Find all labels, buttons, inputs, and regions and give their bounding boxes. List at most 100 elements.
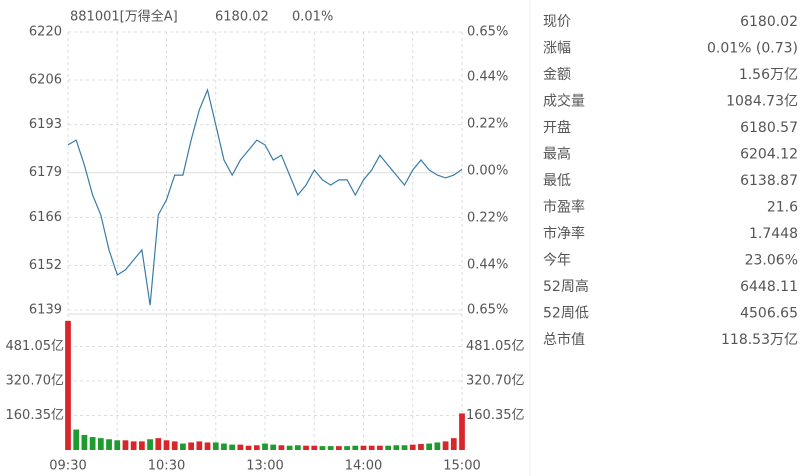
quote-value: 23.06%: [745, 253, 798, 269]
volume-bar: [434, 442, 441, 450]
volume-bar: [294, 445, 301, 450]
volume-bar: [311, 445, 318, 450]
quote-value: 1.7448: [749, 226, 798, 242]
volume-bar: [73, 429, 80, 450]
volume-bar: [81, 434, 88, 450]
volume-bar: [114, 440, 121, 450]
quote-label: 52周低: [543, 306, 589, 322]
volume-bar: [418, 443, 424, 450]
volume-bar: [163, 440, 170, 450]
quote-label: 最低: [543, 173, 571, 189]
volume-bar: [327, 446, 334, 450]
quote-label: 市盈率: [543, 199, 585, 216]
y2-tick-label: 481.05亿: [466, 339, 525, 354]
quote-label: 今年: [543, 253, 571, 269]
y-tick-label: 6193: [29, 117, 62, 132]
quote-label: 金额: [543, 67, 571, 83]
quote-value: 21.6: [767, 200, 798, 216]
volume-bar: [97, 438, 104, 450]
quote-value: 4506.65: [740, 306, 798, 322]
quote-value: 1.56万亿: [739, 67, 798, 83]
header-name: 881001[万得全A]: [70, 9, 178, 25]
quote-value: 118.53万亿: [721, 332, 798, 348]
y-tick-label: 6139: [29, 303, 62, 318]
volume-bar: [229, 444, 236, 450]
y2-tick-label: 320.70亿: [466, 373, 525, 388]
y2-tick-label: 0.44%: [467, 69, 508, 84]
volume-bar: [188, 442, 194, 450]
volume-bar: [106, 439, 112, 450]
volume-bar: [155, 438, 162, 450]
quote-label: 最高: [543, 146, 571, 163]
y-tick-label: 6179: [29, 165, 62, 180]
quote-value: 6448.11: [740, 279, 798, 295]
volume-bar: [221, 443, 227, 450]
quote-label: 现价: [543, 14, 571, 30]
header-price: 6180.02: [215, 10, 269, 25]
quote-value: 6180.02: [740, 14, 798, 30]
volume-bar: [122, 440, 129, 450]
y-tick-label: 160.35亿: [6, 408, 65, 423]
volume-bar: [65, 320, 71, 450]
volume-bar: [237, 444, 244, 450]
volume-bar: [450, 438, 457, 450]
volume-bar: [130, 441, 137, 450]
volume-bar: [147, 439, 153, 450]
quote-label: 52周高: [543, 278, 589, 295]
volume-bar: [253, 445, 260, 450]
y-tick-label: 6220: [29, 25, 62, 40]
quote-label: 开盘: [543, 119, 571, 136]
volume-bar: [409, 444, 416, 450]
header-change: 0.01%: [292, 10, 333, 25]
y2-tick-label: 160.35亿: [466, 408, 525, 423]
y-tick-label: 481.05亿: [6, 339, 65, 354]
quote-value: 6138.87: [740, 173, 798, 189]
quote-value: 6180.57: [740, 120, 798, 136]
y-tick-label: 6206: [29, 73, 62, 88]
quote-value: 1084.73亿: [726, 94, 798, 110]
y-tick-label: 6152: [29, 258, 62, 273]
volume-bar: [385, 445, 391, 450]
volume-bar: [196, 441, 203, 450]
y-tick-label: 320.70亿: [6, 373, 65, 388]
y2-tick-label: 0.22%: [467, 211, 508, 226]
x-tick-label: 10:30: [148, 459, 185, 474]
quote-value: 6204.12: [740, 147, 798, 163]
volume-bar: [139, 441, 145, 450]
volume-bar: [278, 445, 285, 450]
volume-bar: [360, 445, 367, 450]
y-tick-label: 6166: [29, 210, 62, 225]
x-tick-label: 15:00: [443, 459, 480, 474]
volume-bar: [426, 443, 433, 450]
x-tick-label: 13:00: [246, 459, 283, 474]
volume-bar: [377, 445, 383, 450]
x-tick-label: 14:00: [345, 459, 382, 474]
volume-bar: [442, 441, 449, 450]
price-line: [67, 88, 463, 306]
volume-bar: [319, 446, 326, 450]
quote-label: 涨幅: [543, 41, 571, 57]
volume-bar: [352, 445, 359, 450]
quote-value: 0.01% (0.73): [707, 41, 798, 57]
quote-label: 市净率: [543, 225, 585, 242]
x-tick-label: 09:30: [49, 459, 86, 474]
y2-tick-label: 0.65%: [467, 303, 508, 318]
volume-bar: [459, 413, 465, 450]
volume-bar: [393, 445, 400, 450]
y2-tick-label: 0.22%: [467, 116, 508, 131]
y2-tick-label: 0.65%: [467, 25, 508, 40]
volume-bar: [368, 445, 375, 450]
y2-tick-label: 0.44%: [467, 258, 508, 273]
volume-bar: [344, 446, 350, 450]
quote-label: 总市值: [543, 331, 585, 348]
volume-bar: [180, 443, 186, 450]
volume-bar: [89, 437, 96, 450]
y2-tick-label: 0.00%: [467, 164, 508, 179]
quote-label: 成交量: [543, 93, 585, 110]
volume-bar: [336, 446, 342, 450]
volume-bar: [171, 441, 178, 450]
volume-bar: [286, 445, 293, 450]
volume-bar: [204, 442, 211, 450]
volume-bar: [303, 445, 309, 450]
